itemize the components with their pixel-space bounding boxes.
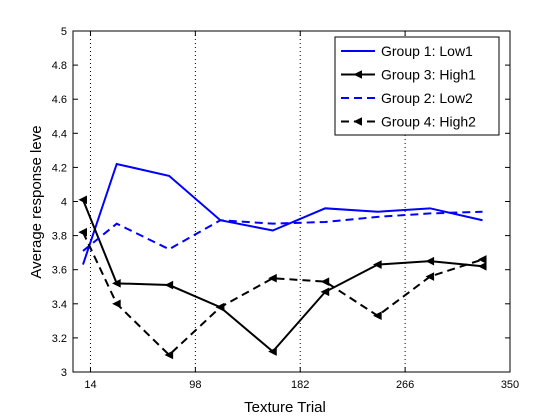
- y-tick-label: 5: [61, 26, 67, 38]
- y-tick-label: 3: [61, 367, 67, 379]
- data-point: [215, 302, 225, 312]
- x-tick-label: 350: [501, 379, 519, 391]
- legend-label: Group 2: Low2: [381, 90, 473, 106]
- data-point: [78, 195, 87, 205]
- data-point: [373, 311, 382, 321]
- legend-item: Group 3: High1: [341, 67, 476, 83]
- y-tick-label: 4: [61, 197, 67, 209]
- y-tick-label: 3.2: [52, 333, 67, 345]
- x-tick-label: 98: [189, 379, 201, 391]
- legend-label: Group 1: Low1: [381, 43, 473, 59]
- legend-label: Group 3: High1: [381, 67, 476, 83]
- y-tick-label: 3.4: [52, 299, 67, 311]
- data-point: [78, 227, 87, 237]
- data-point: [425, 256, 435, 266]
- data-point: [477, 255, 487, 264]
- legend-item: Group 2: Low2: [341, 90, 473, 106]
- data-point: [477, 261, 487, 271]
- data-point: [112, 279, 121, 288]
- series-line: [82, 162, 483, 265]
- data-point: [353, 70, 362, 79]
- legend: Group 1: Low1 Group 3: High1 Group 2: Low2…: [334, 36, 500, 136]
- ticks: 3 3.2 3.4 3.6 3.8 4 4.2 4.4 4.6 4.8 5 14 98 182 266 350: [52, 26, 519, 391]
- data-point: [320, 277, 330, 286]
- y-tick-label: 4.6: [52, 94, 67, 106]
- y-axis-label: Average response leve: [28, 125, 45, 278]
- series-4: [78, 227, 487, 360]
- y-tick-label: 4.4: [52, 128, 67, 140]
- y-tick-label: 3.6: [52, 265, 67, 277]
- legend-item: Group 1: Low1: [341, 43, 473, 59]
- data-point: [112, 299, 121, 309]
- data-point: [164, 280, 174, 290]
- data-point: [320, 287, 330, 297]
- data-point: [164, 350, 174, 360]
- legend-box: [334, 36, 500, 136]
- series-1: [82, 162, 483, 265]
- x-tick-label: 14: [84, 379, 96, 391]
- y-tick-label: 4.2: [52, 162, 67, 174]
- x-tick-label: 182: [291, 379, 309, 391]
- series-layer: [78, 162, 487, 360]
- legend-item: Group 4: High2: [341, 114, 476, 130]
- data-point: [353, 117, 362, 126]
- series-line: [82, 210, 483, 252]
- legend-label: Group 4: High2: [381, 114, 476, 130]
- x-tick-label: 266: [396, 379, 414, 391]
- y-tick-label: 3.8: [52, 231, 67, 243]
- data-point: [425, 272, 435, 281]
- data-point: [268, 347, 277, 356]
- x-axis-label: Texture Trial: [244, 399, 326, 416]
- data-point: [268, 273, 277, 283]
- series-3: [82, 210, 483, 252]
- y-tick-label: 4.8: [52, 60, 67, 72]
- data-point: [373, 260, 382, 269]
